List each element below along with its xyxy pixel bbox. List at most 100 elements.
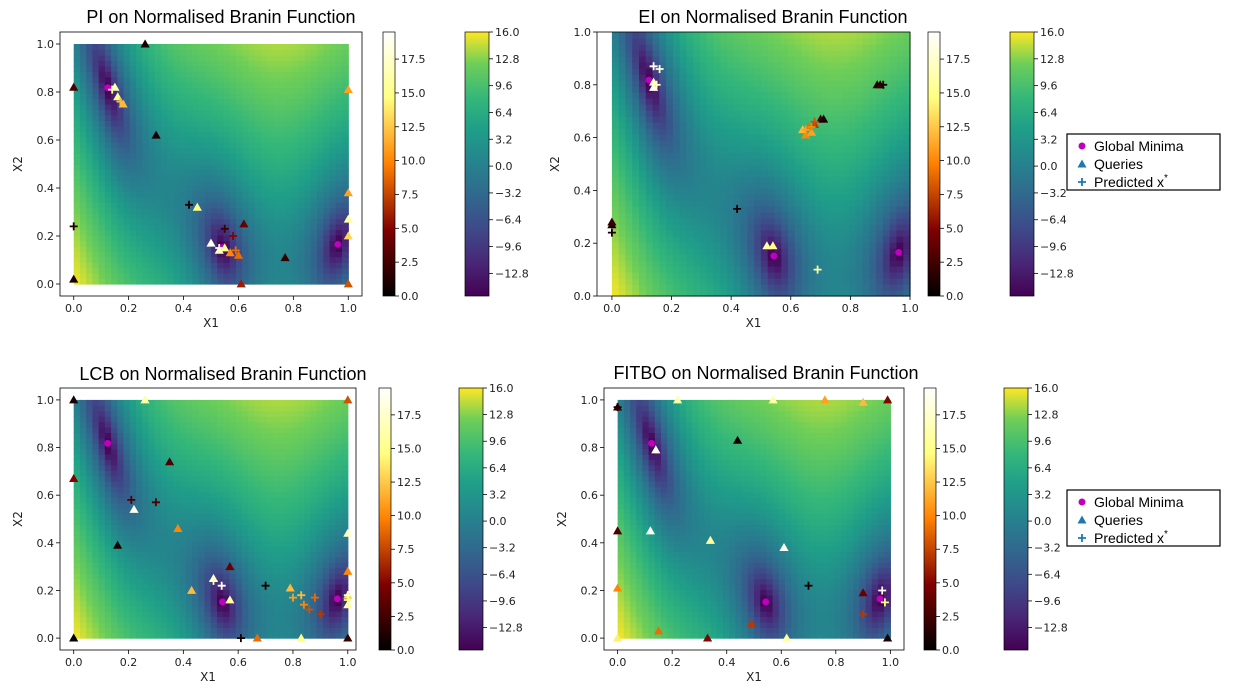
- heatmap-cell: [329, 147, 337, 154]
- heatmap-cell: [192, 76, 200, 83]
- heatmap-cell: [292, 87, 299, 94]
- heatmap-cell: [679, 290, 688, 297]
- heatmap-cell: [788, 146, 796, 153]
- heatmap-cell: [129, 278, 137, 285]
- heatmap-cell: [186, 185, 193, 192]
- heatmap-cell: [129, 251, 137, 258]
- heatmap-cell: [774, 266, 782, 273]
- heatmap-cell: [73, 616, 81, 623]
- heatmap-cell: [279, 82, 287, 89]
- heatmap-cell: [342, 174, 349, 181]
- heatmap-cell: [160, 448, 168, 455]
- heatmap-cell: [211, 98, 218, 105]
- heatmap-cell: [679, 80, 688, 87]
- heatmap-cell: [659, 230, 667, 237]
- heatmap-cell: [625, 50, 633, 57]
- heatmap-cell: [889, 254, 898, 261]
- heatmap-cell: [285, 191, 293, 198]
- heatmap-cell: [173, 475, 181, 482]
- heatmap-cell: [760, 134, 769, 141]
- heatmap-cell: [73, 234, 81, 241]
- heatmap-cell: [142, 93, 150, 100]
- heatmap-cell: [161, 174, 168, 181]
- heatmap-cell: [323, 76, 331, 83]
- heatmap-cell: [693, 194, 701, 201]
- heatmap-cell: [693, 146, 701, 153]
- heatmap-cell: [123, 125, 131, 132]
- heatmap-cell: [835, 176, 843, 183]
- heatmap-cell: [154, 405, 162, 412]
- heatmap-cell: [73, 153, 81, 160]
- heatmap-cell: [693, 182, 701, 189]
- heatmap-cell: [217, 76, 225, 83]
- heatmap-cell: [154, 104, 162, 111]
- heatmap-cell: [828, 248, 837, 255]
- heatmap-cell: [747, 218, 755, 225]
- heatmap-cell: [706, 38, 715, 45]
- heatmap-cell: [672, 104, 681, 111]
- heatmap-cell: [86, 60, 94, 67]
- heatmap-cell: [733, 236, 742, 243]
- heatmap-cell: [248, 213, 256, 220]
- heatmap-cell: [204, 87, 212, 94]
- heatmap-cell: [835, 32, 843, 39]
- heatmap-cell: [869, 122, 877, 129]
- heatmap-cell: [760, 50, 769, 57]
- heatmap-cell: [788, 50, 796, 57]
- heatmap-cell: [842, 98, 850, 105]
- heatmap-cell: [148, 273, 156, 280]
- heatmap-cell: [173, 546, 181, 553]
- heatmap-cell: [713, 194, 721, 201]
- heatmap-cell: [129, 481, 137, 488]
- heatmap-cell: [179, 502, 187, 509]
- heatmap-cell: [267, 87, 274, 94]
- heatmap-cell: [186, 65, 193, 72]
- heatmap-cell: [217, 191, 225, 198]
- heatmap-cell: [747, 146, 755, 153]
- heatmap-cell: [767, 152, 776, 159]
- heatmap-cell: [135, 556, 143, 563]
- heatmap-cell: [167, 109, 175, 116]
- heatmap-cell: [123, 454, 131, 461]
- heatmap-cell: [329, 240, 337, 247]
- heatmap-cell: [618, 116, 627, 123]
- heatmap-cell: [260, 262, 268, 269]
- heatmap-cell: [699, 98, 708, 105]
- heatmap-cell: [98, 49, 106, 56]
- heatmap-cell: [198, 513, 206, 520]
- heatmap-cell: [160, 399, 168, 406]
- heatmap-cell: [659, 152, 667, 159]
- heatmap-cell: [111, 191, 119, 198]
- heatmap-cell: [167, 278, 175, 285]
- heatmap-cell: [129, 93, 137, 100]
- heatmap-cell: [173, 65, 181, 72]
- heatmap-cell: [142, 578, 150, 585]
- heatmap-cell: [179, 546, 187, 553]
- heatmap-cell: [129, 589, 137, 596]
- heatmap-cell: [625, 134, 633, 141]
- heatmap-cell: [652, 176, 660, 183]
- heatmap-cell: [198, 136, 206, 143]
- heatmap-cell: [211, 49, 218, 56]
- heatmap-cell: [86, 49, 94, 56]
- heatmap-cell: [310, 142, 318, 149]
- heatmap-cell: [686, 200, 694, 207]
- heatmap-cell: [727, 278, 735, 285]
- heatmap-cell: [161, 131, 168, 138]
- heatmap-cell: [167, 131, 175, 138]
- heatmap-cell: [896, 146, 904, 153]
- heatmap-cell: [679, 248, 688, 255]
- heatmap-cell: [129, 405, 137, 412]
- heatmap-cell: [235, 114, 243, 121]
- heatmap-cell: [903, 242, 911, 249]
- heatmap-cell: [160, 486, 168, 493]
- heatmap-cell: [317, 224, 324, 231]
- heatmap-cell: [317, 256, 324, 263]
- heatmap-cell: [92, 109, 100, 116]
- heatmap-cell: [161, 136, 168, 143]
- heatmap-cell: [173, 251, 181, 258]
- heatmap-cell: [876, 272, 884, 279]
- heatmap-cell: [117, 125, 125, 132]
- heatmap-cell: [148, 583, 156, 590]
- heatmap-cell: [242, 174, 250, 181]
